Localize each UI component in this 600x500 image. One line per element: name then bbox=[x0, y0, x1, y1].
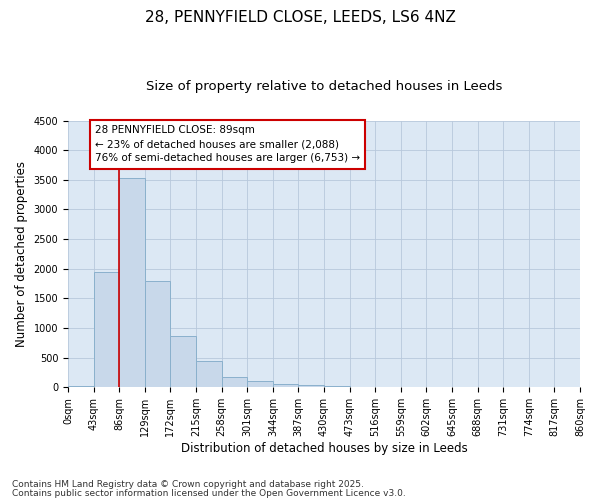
Bar bbox=[119, 178, 145, 388]
X-axis label: Distribution of detached houses by size in Leeds: Distribution of detached houses by size … bbox=[181, 442, 467, 455]
Text: Contains public sector information licensed under the Open Government Licence v3: Contains public sector information licen… bbox=[12, 488, 406, 498]
Text: Contains HM Land Registry data © Crown copyright and database right 2025.: Contains HM Land Registry data © Crown c… bbox=[12, 480, 364, 489]
Bar bbox=[324, 386, 350, 388]
Title: Size of property relative to detached houses in Leeds: Size of property relative to detached ho… bbox=[146, 80, 502, 93]
Text: 28, PENNYFIELD CLOSE, LEEDS, LS6 4NZ: 28, PENNYFIELD CLOSE, LEEDS, LS6 4NZ bbox=[145, 10, 455, 25]
Bar bbox=[247, 382, 273, 388]
Bar bbox=[170, 336, 196, 388]
Bar bbox=[68, 386, 94, 388]
Bar bbox=[273, 384, 298, 388]
Bar bbox=[221, 377, 247, 388]
Bar bbox=[145, 280, 170, 388]
Y-axis label: Number of detached properties: Number of detached properties bbox=[15, 161, 28, 347]
Bar bbox=[298, 384, 324, 388]
Bar bbox=[196, 360, 221, 388]
Bar bbox=[94, 272, 119, 388]
Text: 28 PENNYFIELD CLOSE: 89sqm
← 23% of detached houses are smaller (2,088)
76% of s: 28 PENNYFIELD CLOSE: 89sqm ← 23% of deta… bbox=[95, 126, 360, 164]
